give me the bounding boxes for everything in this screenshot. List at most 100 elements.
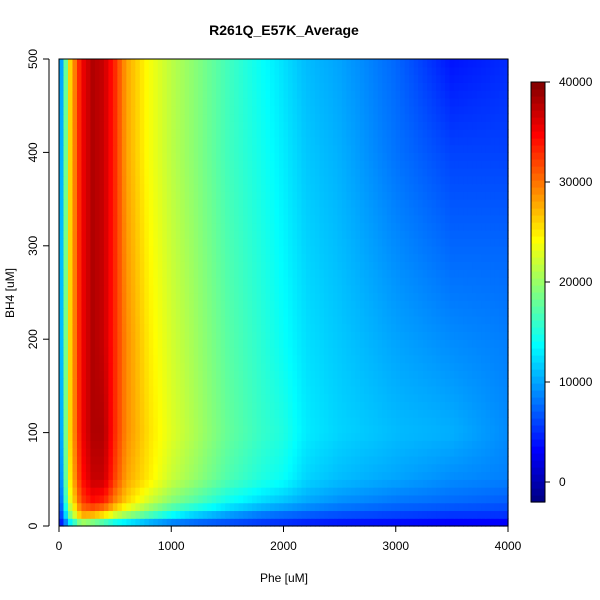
heatmap-cell bbox=[332, 315, 338, 325]
heatmap-cell bbox=[355, 455, 361, 465]
heatmap-cell bbox=[377, 175, 383, 185]
heatmap-cell bbox=[364, 471, 370, 480]
heatmap-cell bbox=[184, 152, 190, 161]
heatmap-cell bbox=[112, 206, 118, 216]
heatmap-cell bbox=[144, 448, 150, 457]
heatmap-cell bbox=[400, 393, 406, 403]
heatmap-cell bbox=[310, 393, 316, 403]
heatmap-cell bbox=[59, 401, 65, 410]
heatmap-cell bbox=[305, 284, 312, 294]
heatmap-cell bbox=[207, 167, 213, 177]
heatmap-cell bbox=[234, 471, 240, 480]
heatmap-cell bbox=[108, 378, 114, 387]
heatmap-cell bbox=[234, 214, 240, 224]
heatmap-cell bbox=[189, 487, 195, 496]
heatmap-cell bbox=[445, 502, 451, 512]
heatmap-cell bbox=[238, 417, 244, 426]
heatmap-cell bbox=[265, 292, 271, 301]
heatmap-cell bbox=[103, 276, 109, 286]
heatmap-cell bbox=[139, 510, 145, 519]
heatmap-cell bbox=[368, 440, 374, 449]
heatmap-cell bbox=[198, 214, 204, 224]
heatmap-cell bbox=[332, 455, 338, 465]
heatmap-cell bbox=[157, 206, 163, 216]
heatmap-cell bbox=[440, 222, 446, 231]
heatmap-cell bbox=[63, 409, 69, 418]
heatmap-cell bbox=[463, 136, 469, 146]
heatmap-cell bbox=[395, 323, 401, 333]
heatmap-cell bbox=[153, 206, 159, 216]
heatmap-cell bbox=[162, 378, 168, 387]
heatmap-cell bbox=[225, 378, 231, 387]
heatmap-cell bbox=[454, 261, 460, 270]
heatmap-cell bbox=[243, 191, 249, 200]
heatmap-cell bbox=[198, 284, 204, 294]
heatmap-cell bbox=[252, 370, 258, 379]
heatmap-cell bbox=[458, 510, 464, 519]
heatmap-cell bbox=[292, 510, 298, 519]
heatmap-cell bbox=[189, 463, 195, 473]
heatmap-cell bbox=[76, 238, 83, 247]
heatmap-cell bbox=[341, 144, 347, 153]
heatmap-cell bbox=[440, 346, 446, 356]
heatmap-cell bbox=[81, 424, 87, 434]
heatmap-cell bbox=[454, 183, 460, 192]
heatmap-cell bbox=[90, 183, 96, 192]
heatmap-cell bbox=[85, 432, 92, 441]
heatmap-cell bbox=[121, 393, 127, 403]
heatmap-cell bbox=[139, 175, 145, 185]
heatmap-cell bbox=[121, 354, 127, 364]
heatmap-cell bbox=[305, 409, 312, 418]
heatmap-cell bbox=[476, 448, 482, 457]
heatmap-cell bbox=[404, 510, 410, 519]
heatmap-cell bbox=[458, 518, 464, 527]
heatmap-cell bbox=[485, 300, 491, 309]
heatmap-cell bbox=[490, 393, 496, 403]
heatmap-cell bbox=[256, 152, 262, 161]
heatmap-cell bbox=[382, 253, 388, 262]
heatmap-cell bbox=[265, 308, 271, 317]
heatmap-cell bbox=[76, 230, 83, 239]
heatmap-cell bbox=[422, 339, 428, 348]
heatmap-cell bbox=[458, 323, 464, 333]
heatmap-cell bbox=[270, 487, 276, 496]
heatmap-cell bbox=[216, 222, 222, 231]
heatmap-cell bbox=[445, 378, 451, 387]
heatmap-cell bbox=[368, 276, 374, 286]
heatmap-cell bbox=[472, 230, 478, 239]
heatmap-cell bbox=[292, 261, 298, 270]
heatmap-cell bbox=[409, 167, 415, 177]
heatmap-cell bbox=[76, 160, 83, 169]
heatmap-cell bbox=[108, 276, 114, 286]
heatmap-cell bbox=[490, 308, 496, 317]
heatmap-cell bbox=[319, 214, 325, 224]
heatmap-cell bbox=[198, 323, 204, 333]
heatmap-cell bbox=[355, 331, 361, 340]
heatmap-cell bbox=[238, 284, 244, 294]
heatmap-cell bbox=[386, 463, 392, 473]
heatmap-cell bbox=[328, 206, 334, 216]
heatmap-cell bbox=[198, 206, 204, 216]
heatmap-cell bbox=[72, 471, 78, 480]
heatmap-cell bbox=[72, 494, 78, 504]
heatmap-cell bbox=[130, 175, 136, 185]
heatmap-cell bbox=[476, 346, 482, 356]
heatmap-cell bbox=[243, 362, 249, 371]
heatmap-cell bbox=[76, 284, 83, 294]
heatmap-cell bbox=[341, 409, 347, 418]
heatmap-cell bbox=[59, 518, 65, 527]
heatmap-cell bbox=[400, 354, 406, 364]
heatmap-cell bbox=[220, 487, 226, 496]
heatmap-cell bbox=[310, 230, 316, 239]
heatmap-cell bbox=[234, 183, 240, 192]
heatmap-cell bbox=[225, 401, 231, 410]
heatmap-cell bbox=[171, 487, 177, 496]
heatmap-cell bbox=[202, 471, 208, 480]
heatmap-cell bbox=[310, 245, 316, 255]
heatmap-cell bbox=[494, 455, 500, 465]
heatmap-cell bbox=[189, 284, 195, 294]
heatmap-cell bbox=[220, 144, 226, 153]
heatmap-cell bbox=[72, 175, 78, 185]
heatmap-cell bbox=[287, 253, 294, 262]
heatmap-cell bbox=[216, 510, 222, 519]
